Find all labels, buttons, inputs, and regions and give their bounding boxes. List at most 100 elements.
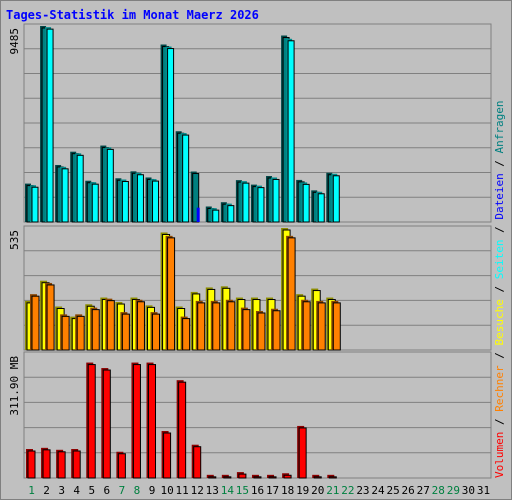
x-tick-label-day-31: 31 [477, 484, 490, 497]
bar-rechner-day-10 [167, 237, 176, 351]
x-tick-label-day-26: 26 [402, 484, 415, 497]
x-tick-label-day-8: 8 [134, 484, 141, 497]
bar-seiten-day-17 [272, 178, 280, 223]
x-tick-label-day-23: 23 [356, 484, 369, 497]
y-axis-max-label-middle: 535 [8, 230, 21, 250]
bar-seiten-day-18 [287, 40, 295, 223]
bar-seiten-day-3 [61, 168, 69, 223]
bar-seiten-day-9 [152, 180, 160, 223]
x-tick-label-day-24: 24 [371, 484, 385, 497]
bar-rechner-day-14 [227, 301, 236, 351]
legend-item-anfragen: Anfragen [493, 100, 506, 153]
bar-rechner-day-15 [242, 309, 251, 351]
legend-separator: / [493, 412, 506, 432]
bar-rechner-day-8 [136, 301, 145, 351]
x-tick-label-day-14: 14 [221, 484, 235, 497]
bar-rechner-day-19 [302, 301, 311, 351]
bar-seiten-day-6 [106, 148, 114, 223]
legend-item-rechner: Rechner [493, 365, 506, 412]
bar-volumen-day-10 [163, 432, 172, 479]
bar-rechner-day-17 [272, 310, 281, 351]
bar-volumen-day-20 [313, 476, 322, 479]
x-tick-label-day-16: 16 [251, 484, 264, 497]
bar-seiten-day-13 [212, 209, 220, 223]
bar-seiten-day-21 [332, 175, 340, 223]
bar-seiten-day-2 [46, 28, 54, 223]
x-tick-label-day-2: 2 [43, 484, 50, 497]
bar-rechner-day-11 [182, 318, 191, 351]
bar-seiten-day-15 [242, 182, 250, 223]
bar-seiten-day-11 [182, 134, 190, 223]
bar-volumen-day-8 [132, 364, 141, 479]
bar-seiten-day-16 [257, 187, 265, 223]
x-tick-label-day-28: 28 [432, 484, 445, 497]
bar-rechner-day-7 [121, 313, 130, 351]
x-tick-label-day-17: 17 [266, 484, 279, 497]
x-tick-label-day-19: 19 [296, 484, 309, 497]
x-tick-label-day-25: 25 [386, 484, 399, 497]
x-tick-label-day-9: 9 [149, 484, 156, 497]
bar-volumen-day-7 [117, 453, 126, 479]
y-axis-max-label-top: 9485 [8, 28, 21, 55]
bar-volumen-day-9 [148, 364, 157, 479]
bar-volumen-day-2 [42, 449, 51, 479]
bar-rechner-day-21 [332, 302, 341, 351]
bar-volumen-day-3 [57, 451, 66, 479]
bar-rechner-day-16 [257, 312, 266, 351]
bar-volumen-day-12 [193, 446, 202, 479]
bar-rechner-day-6 [106, 300, 115, 351]
bar-seiten-day-19 [302, 183, 310, 223]
bar-volumen-day-5 [87, 364, 96, 479]
bar-volumen-day-21 [328, 476, 337, 479]
bar-seiten-day-5 [91, 183, 99, 223]
bar-rechner-day-9 [152, 313, 161, 351]
bar-seiten-day-4 [76, 154, 84, 223]
bar-rechner-day-12 [197, 302, 206, 351]
legend-item-volumen: Volumen [493, 432, 506, 478]
bar-volumen-day-17 [268, 476, 277, 479]
x-tick-label-day-22: 22 [341, 484, 354, 497]
x-tick-label-day-7: 7 [119, 484, 126, 497]
x-tick-label-day-10: 10 [160, 484, 173, 497]
bar-rechner-day-3 [61, 315, 70, 351]
bar-seiten-day-10 [167, 48, 175, 223]
y-axis-max-label-bottom: 311.90 MB [8, 356, 21, 416]
x-tick-label-day-20: 20 [311, 484, 324, 497]
bar-rechner-day-2 [46, 284, 55, 351]
bar-anfragen-day-12 [192, 173, 200, 223]
bar-volumen-day-13 [208, 476, 217, 479]
x-tick-label-day-29: 29 [447, 484, 460, 497]
legend-item-seiten: Seiten [493, 240, 506, 280]
bar-seiten-day-20 [317, 193, 325, 223]
legend-separator: / [493, 220, 506, 240]
bar-rechner-day-20 [317, 302, 326, 351]
bar-volumen-day-14 [223, 476, 232, 479]
bar-rechner-day-1 [31, 295, 40, 351]
bar-dateien-day-12 [196, 207, 200, 222]
bar-seiten-day-8 [136, 174, 144, 223]
legend-separator: / [493, 279, 506, 299]
bar-rechner-day-4 [76, 315, 85, 351]
bar-rechner-day-5 [91, 309, 100, 351]
x-tick-label-day-6: 6 [104, 484, 111, 497]
bar-volumen-day-4 [72, 450, 81, 479]
bar-volumen-day-1 [27, 450, 36, 479]
x-tick-label-day-4: 4 [73, 484, 80, 497]
x-tick-label-day-1: 1 [28, 484, 35, 497]
bar-volumen-day-15 [238, 473, 247, 479]
bar-rechner-day-13 [212, 302, 221, 351]
chart-title: Tages-Statistik im Monat Maerz 2026 [6, 8, 259, 22]
x-tick-label-day-3: 3 [58, 484, 65, 497]
x-tick-label-day-27: 27 [417, 484, 430, 497]
bar-seiten-day-14 [227, 205, 235, 223]
bar-seiten-day-1 [31, 186, 39, 223]
bar-volumen-day-16 [253, 476, 262, 479]
bar-rechner-day-18 [287, 237, 296, 351]
legend-separator: / [493, 346, 506, 366]
x-tick-label-day-18: 18 [281, 484, 294, 497]
legend: Volumen / Rechner / Besuche / Seiten / D… [493, 100, 506, 478]
bar-volumen-day-18 [283, 474, 292, 479]
bar-volumen-day-19 [298, 427, 307, 479]
x-tick-label-day-11: 11 [176, 484, 189, 497]
